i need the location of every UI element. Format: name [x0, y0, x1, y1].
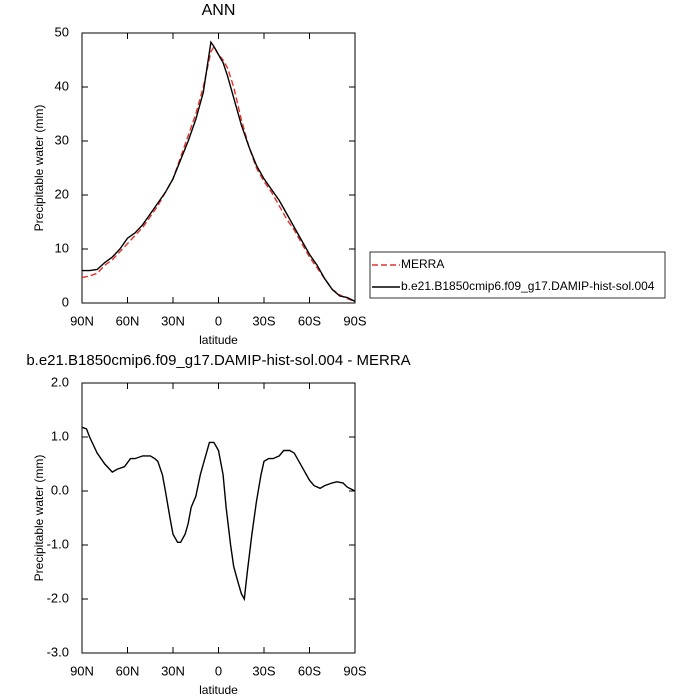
legend-label: MERRA: [401, 257, 444, 271]
x-tick-label: 90N: [70, 313, 94, 328]
x-tick-label: 60S: [298, 663, 321, 678]
x-tick-label: 60N: [116, 313, 140, 328]
x-tick-label: 30N: [161, 663, 185, 678]
y-tick-label: -3.0: [47, 644, 69, 659]
y-tick-label: 10: [55, 240, 69, 255]
x-tick-label: 60N: [116, 663, 140, 678]
data-line: [81, 45, 356, 303]
x-tick-label: 90N: [70, 663, 94, 678]
y-tick-label: 0.0: [51, 482, 69, 497]
plot-frame: [81, 382, 356, 654]
y-tick-label: -2.0: [47, 590, 69, 605]
x-axis-label: latitude: [199, 683, 238, 697]
x-tick-label: 90S: [343, 663, 366, 678]
legend-box: [369, 251, 666, 299]
data-line: [81, 426, 356, 602]
y-tick-label: 40: [55, 78, 69, 93]
y-tick-label: 50: [55, 24, 69, 39]
y-tick-label: 30: [55, 132, 69, 147]
y-tick-label: 0: [62, 294, 69, 309]
x-tick-label: 90S: [343, 313, 366, 328]
chart-title: ANN: [202, 2, 236, 19]
legend-label: b.e21.B1850cmip6.f09_g17.DAMIP-hist-sol.…: [401, 279, 655, 293]
x-tick-label: 30S: [252, 663, 275, 678]
x-tick-label: 60S: [298, 313, 321, 328]
x-tick-label: 30N: [161, 313, 185, 328]
x-tick-label: 0: [215, 313, 222, 328]
chart-title: b.e21.B1850cmip6.f09_g17.DAMIP-hist-sol.…: [26, 352, 410, 369]
data-line: [82, 40, 356, 303]
x-axis-label: latitude: [199, 333, 238, 347]
y-axis-label: Precipitable water (mm): [32, 105, 46, 232]
x-tick-label: 0: [215, 663, 222, 678]
y-tick-label: 2.0: [51, 374, 69, 389]
y-tick-label: 1.0: [51, 428, 69, 443]
y-tick-label: -1.0: [47, 536, 69, 551]
x-tick-label: 30S: [252, 313, 275, 328]
y-tick-label: 20: [55, 186, 69, 201]
y-axis-label: Precipitable water (mm): [32, 455, 46, 582]
